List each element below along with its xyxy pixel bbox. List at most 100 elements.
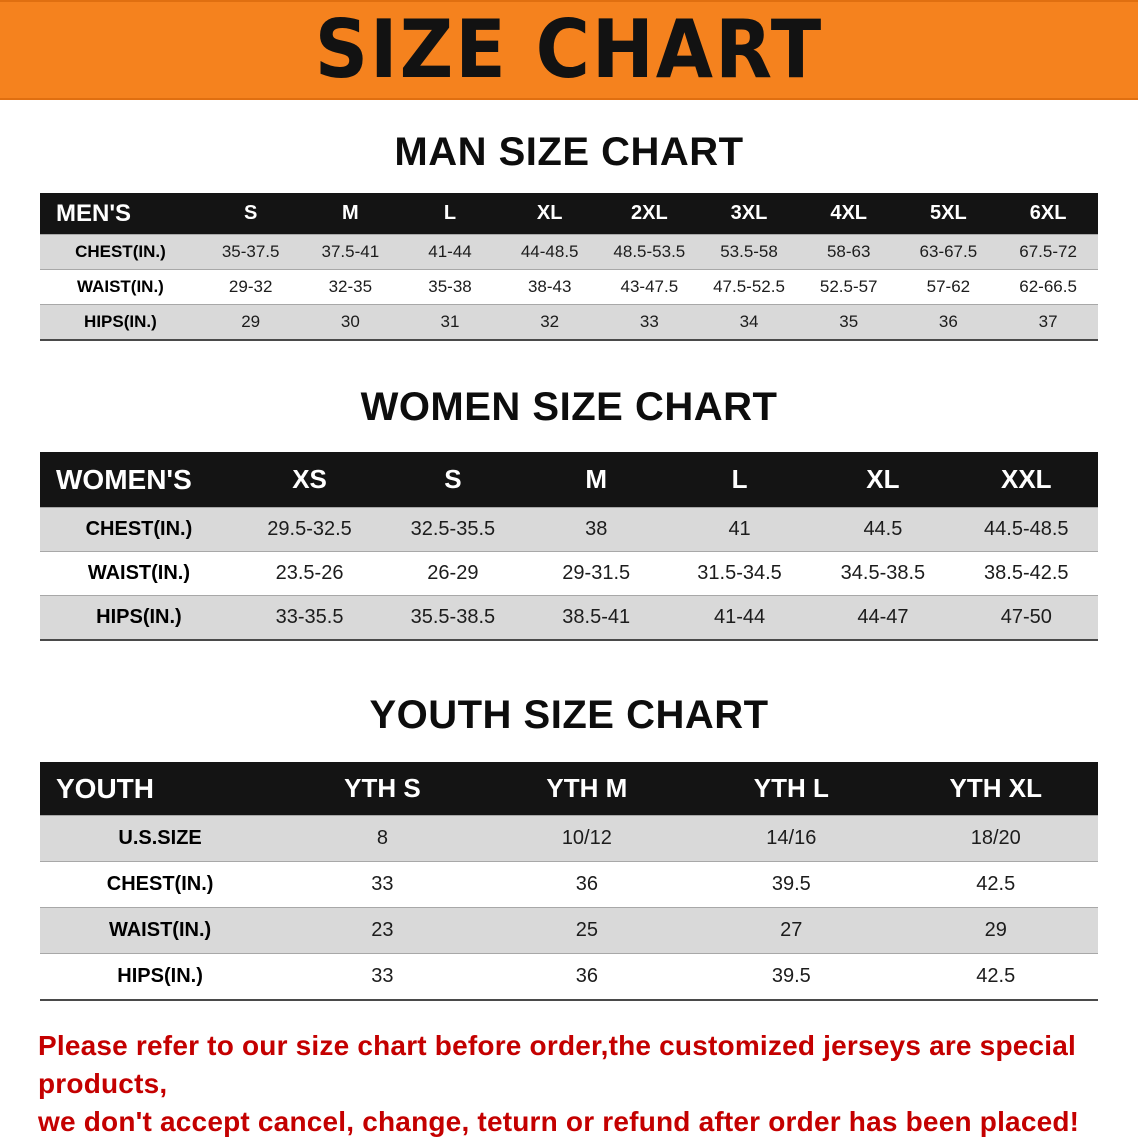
header-cell: 4XL: [798, 193, 899, 235]
table-cell: 29-32: [200, 269, 301, 305]
table-cell: 63-67.5: [898, 234, 999, 270]
table-row: HIPS(IN.) 29 30 31 32 33 34 35 36 37: [40, 304, 1098, 340]
table-cell: 34: [699, 304, 799, 340]
table-cell: 23.5-26: [237, 551, 382, 596]
table-cell: 18/20: [893, 815, 1098, 862]
header-cell: S: [381, 452, 525, 508]
header-cell: 5XL: [898, 193, 999, 235]
table-cell: 29: [893, 907, 1098, 954]
footer-note: Please refer to our size chart before or…: [38, 1027, 1100, 1140]
row-label: HIPS(IN.): [40, 304, 201, 340]
header-cell: XS: [237, 452, 382, 508]
table-cell: 29-31.5: [524, 551, 668, 596]
header-cell: XXL: [954, 452, 1098, 508]
table-cell: 41-44: [400, 234, 500, 270]
table-cell: 33-35.5: [237, 595, 382, 640]
banner-title: SIZE CHART: [314, 3, 824, 97]
header-cell: XL: [811, 452, 955, 508]
table-cell: 29.5-32.5: [237, 507, 382, 552]
women-size-table: WOMEN'S XS S M L XL XXL CHEST(IN.) 29.5-32.5 32.5…: [40, 452, 1098, 641]
table-row: U.S.SIZE 8 10/12 14/16 18/20: [40, 815, 1098, 862]
table-cell: 53.5-58: [699, 234, 799, 270]
header-cell: XL: [499, 193, 600, 235]
table-cell: 38.5-42.5: [954, 551, 1098, 596]
header-cell: YTH S: [280, 762, 485, 816]
row-label: CHEST(IN.): [40, 507, 238, 552]
table-cell: 37.5-41: [300, 234, 401, 270]
table-cell: 44.5-48.5: [954, 507, 1098, 552]
table-row: CHEST(IN.) 29.5-32.5 32.5-35.5 38 41 44.5 44.5…: [40, 507, 1098, 552]
table-cell: 44.5: [811, 507, 955, 552]
table-row: CHEST(IN.) 33 36 39.5 42.5: [40, 861, 1098, 908]
table-cell: 29: [200, 304, 301, 340]
table-cell: 26-29: [381, 551, 525, 596]
table-cell: 41-44: [667, 595, 812, 640]
header-cell: YTH M: [484, 762, 690, 816]
table-cell: 32: [499, 304, 600, 340]
table-cell: 57-62: [898, 269, 999, 305]
table-row: WAIST(IN.) 23 25 27 29: [40, 907, 1098, 954]
row-label: WAIST(IN.): [40, 551, 238, 596]
header-cell: L: [400, 193, 500, 235]
header-cell: 2XL: [599, 193, 700, 235]
table-cell: 39.5: [689, 953, 894, 1000]
header-cell: L: [667, 452, 812, 508]
header-row: MEN'S S M L XL 2XL 3XL 4XL 5XL 6XL: [40, 193, 1098, 235]
table-cell: 44-48.5: [499, 234, 600, 270]
table-cell: 10/12: [484, 815, 690, 862]
header-row: YOUTH YTH S YTH M YTH L YTH XL: [40, 762, 1098, 816]
table-cell: 27: [689, 907, 894, 954]
youth-size-table: YOUTH YTH S YTH M YTH L YTH XL U.S.SIZE 8 10/12…: [40, 762, 1098, 1001]
table-cell: 35.5-38.5: [381, 595, 525, 640]
table-cell: 14/16: [689, 815, 894, 862]
table-cell: 43-47.5: [599, 269, 700, 305]
section-heading-man: MAN SIZE CHART: [394, 130, 744, 174]
header-cell: WOMEN'S: [40, 452, 238, 508]
header-cell: YTH L: [689, 762, 894, 816]
table-cell: 31.5-34.5: [667, 551, 812, 596]
table-cell: 47.5-52.5: [699, 269, 799, 305]
table-cell: 38-43: [499, 269, 600, 305]
header-cell: MEN'S: [40, 193, 201, 235]
table-cell: 32.5-35.5: [381, 507, 525, 552]
header-cell: 3XL: [699, 193, 799, 235]
table-cell: 36: [898, 304, 999, 340]
row-label: WAIST(IN.): [40, 907, 281, 954]
header-row: WOMEN'S XS S M L XL XXL: [40, 452, 1098, 508]
table-cell: 62-66.5: [998, 269, 1098, 305]
table-cell: 42.5: [893, 953, 1098, 1000]
table-cell: 30: [300, 304, 401, 340]
header-cell: M: [524, 452, 668, 508]
row-label: HIPS(IN.): [40, 953, 281, 1000]
banner: SIZE CHART: [0, 0, 1138, 100]
section-heading-women: WOMEN SIZE CHART: [360, 385, 778, 429]
table-cell: 38.5-41: [524, 595, 668, 640]
table-cell: 35-38: [400, 269, 500, 305]
footer-note-line2: we don't accept cancel, change, teturn o…: [38, 1105, 1080, 1137]
table-cell: 44-47: [811, 595, 955, 640]
table-cell: 58-63: [798, 234, 899, 270]
table-cell: 33: [599, 304, 700, 340]
table-cell: 42.5: [893, 861, 1098, 908]
row-label: HIPS(IN.): [40, 595, 238, 640]
header-cell: 6XL: [998, 193, 1098, 235]
table-cell: 36: [484, 861, 690, 908]
section-heading-youth: YOUTH SIZE CHART: [369, 693, 769, 737]
row-label: U.S.SIZE: [40, 815, 281, 862]
header-cell: YTH XL: [893, 762, 1098, 816]
men-size-table: MEN'S S M L XL 2XL 3XL 4XL 5XL 6XL CHEST(IN.) 35-37…: [40, 193, 1098, 341]
table-cell: 39.5: [689, 861, 894, 908]
table-cell: 33: [280, 861, 485, 908]
table-cell: 38: [524, 507, 668, 552]
table-cell: 34.5-38.5: [811, 551, 955, 596]
table-cell: 33: [280, 953, 485, 1000]
table-cell: 25: [484, 907, 690, 954]
row-label: CHEST(IN.): [40, 234, 201, 270]
table-cell: 35-37.5: [200, 234, 301, 270]
table-cell: 41: [667, 507, 812, 552]
table-cell: 48.5-53.5: [599, 234, 700, 270]
table-row: WAIST(IN.) 29-32 32-35 35-38 38-43 43-47.5 47.…: [40, 269, 1098, 305]
header-cell: M: [300, 193, 401, 235]
footer-note-line1: Please refer to our size chart before or…: [38, 1030, 1077, 1099]
